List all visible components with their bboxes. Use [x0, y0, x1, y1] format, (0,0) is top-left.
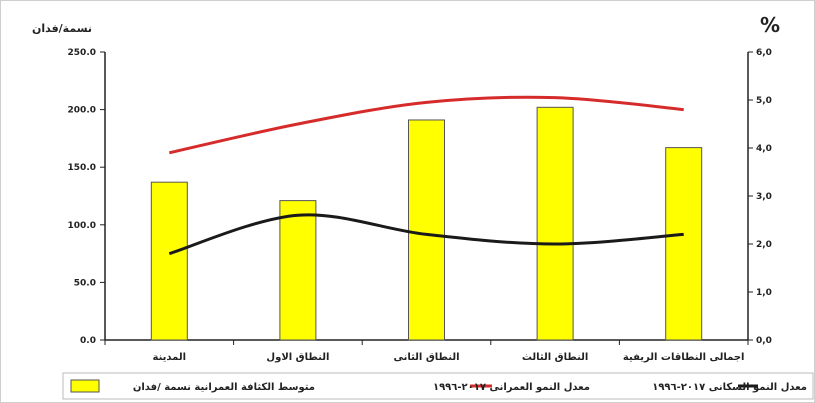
y-axis-title: نسمة/فدان — [32, 22, 92, 35]
y2-axis-title: % — [760, 13, 780, 37]
x-tick-label: النطاق الاول — [266, 352, 329, 363]
x-tick-label: النطاق الثالث — [522, 352, 589, 363]
y2-tick-label: 5,0 — [756, 96, 772, 106]
y2-tick-label: 6,0 — [756, 48, 772, 58]
x-tick-label: اجمالى النطاقات الريفية — [623, 352, 745, 363]
y-tick-label: 250.0 — [68, 48, 96, 58]
legend-label-urban-growth: معدل النمو العمرانى ٢٠١٧-١٩٩٦ — [433, 382, 590, 393]
x-tick-label: المدينة — [153, 352, 187, 363]
x-tick-label: النطاق الثانى — [393, 352, 459, 363]
plot-area: 0.0 50.0 100.0 150.0 200.0 250.0 0,0 1,0 2,0 3,0 4… — [68, 48, 772, 363]
y-tick-label: 0.0 — [80, 336, 96, 346]
bar — [665, 147, 703, 341]
legend-swatch-density — [70, 379, 100, 393]
bar — [279, 200, 317, 341]
y-tick-label: 200.0 — [68, 106, 96, 116]
bar — [408, 119, 445, 341]
y2-tick-label: 3,0 — [756, 192, 772, 202]
series-line-urban-growth — [168, 95, 684, 155]
legend-label-population-growth: معدل النمو السكانى ٢٠١٧-١٩٩٦ — [652, 382, 807, 393]
legend: معدل النمو السكانى ٢٠١٧-١٩٩٦ معدل النمو ا… — [62, 372, 814, 400]
y2-tick-label: 2,0 — [756, 240, 772, 250]
y-tick-label: 50.0 — [74, 278, 96, 288]
y-tick-label: 150.0 — [68, 163, 96, 173]
y2-tick-label: 1,0 — [756, 288, 772, 298]
y2-tick-label: 4,0 — [756, 144, 772, 154]
bar — [150, 181, 188, 341]
series-line-population-growth — [168, 213, 684, 256]
y-tick-label: 100.0 — [68, 221, 96, 231]
bar — [536, 106, 574, 341]
y2-tick-label: 0,0 — [756, 336, 772, 346]
legend-box — [62, 372, 814, 400]
legend-label-density: متوسط الكثافة العمرانية نسمة /فدان — [133, 382, 315, 393]
